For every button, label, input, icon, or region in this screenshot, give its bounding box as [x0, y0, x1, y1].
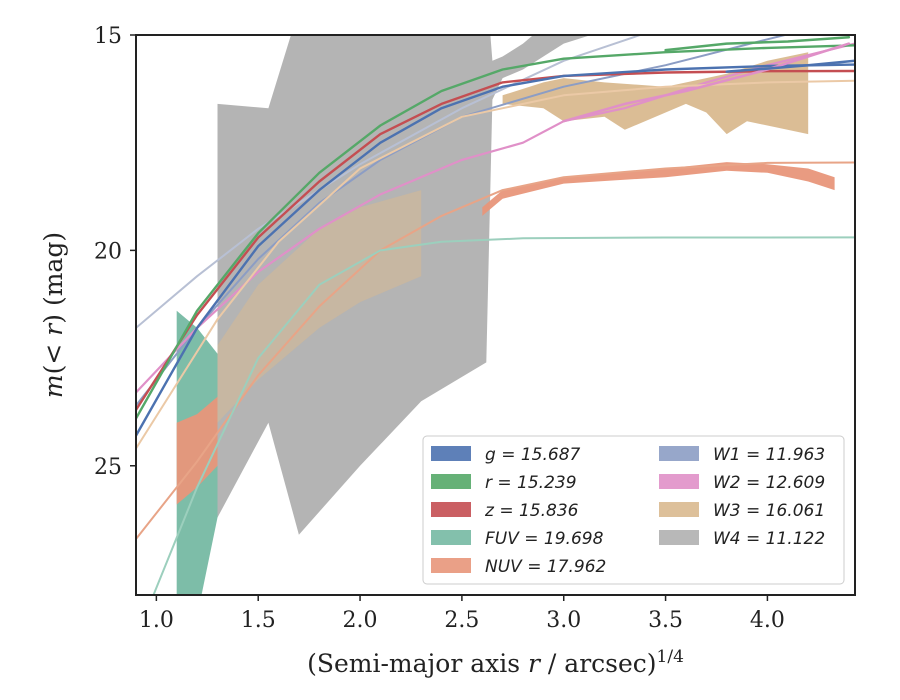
series-line-r	[136, 44, 855, 420]
x-tick-label: 1.0	[139, 608, 174, 633]
series-line-z	[136, 69, 855, 411]
band-nuv	[176, 396, 218, 505]
legend-swatch	[431, 502, 471, 517]
y-tick-label: 15	[94, 24, 122, 49]
band-w4	[217, 35, 591, 535]
x-tick-label: 3.0	[546, 608, 581, 633]
legend-swatch	[431, 558, 471, 573]
series-line-fuv	[152, 236, 855, 595]
y-tick-label: 20	[94, 239, 122, 264]
series-line-w4	[136, 35, 644, 329]
legend-label: FUV = 19.698	[485, 529, 604, 549]
band-nuv-outer	[482, 162, 835, 216]
legend: g = 15.687 r = 15.239 z = 15.836 FUV = 19.6…	[422, 435, 845, 585]
x-tick-label: 4.0	[750, 608, 785, 633]
series-line-w2-outer	[562, 42, 851, 123]
ticks-layer: 1.0 1.5 2.0 2.5 3.0 3.5 4.0 15 20 25	[94, 24, 785, 633]
legend-label: NUV = 17.962	[485, 557, 606, 577]
series-line-nuv	[136, 161, 855, 540]
band-w3-outer	[502, 52, 809, 135]
legend-box	[422, 435, 845, 585]
x-axis-label: (Semi-major axis r / arcsec)1/4	[307, 647, 684, 678]
legend-label: W4 = 11.122	[713, 529, 825, 549]
legend-swatch	[659, 446, 699, 461]
series-line-w3	[136, 79, 855, 450]
series-line-g-outer	[725, 59, 855, 73]
legend-label: z = 15.836	[484, 501, 579, 521]
legend-swatch	[659, 474, 699, 489]
plot-frame	[135, 34, 856, 596]
legend-label: W3 = 16.061	[713, 501, 825, 521]
legend-label: W1 = 11.963	[713, 445, 825, 465]
x-tick-label: 2.5	[444, 608, 479, 633]
series-line-r-outer	[664, 35, 851, 52]
y-axis-label: m(< r) (mag)	[39, 232, 68, 398]
legend-label: g = 15.687	[485, 445, 581, 465]
lines-layer	[136, 35, 855, 595]
series-line-g	[136, 63, 855, 437]
legend-swatch	[659, 502, 699, 517]
x-tick-label: 1.5	[241, 608, 276, 633]
x-tick-label: 2.0	[343, 608, 378, 633]
legend-swatch	[431, 474, 471, 489]
x-tick-label: 3.5	[648, 608, 683, 633]
legend-swatch	[659, 530, 699, 545]
legend-label: W2 = 12.609	[713, 473, 825, 493]
legend-swatch	[431, 530, 471, 545]
legend-swatch	[431, 446, 471, 461]
y-tick-label: 25	[94, 455, 122, 480]
legend-label: r = 15.239	[485, 473, 577, 493]
